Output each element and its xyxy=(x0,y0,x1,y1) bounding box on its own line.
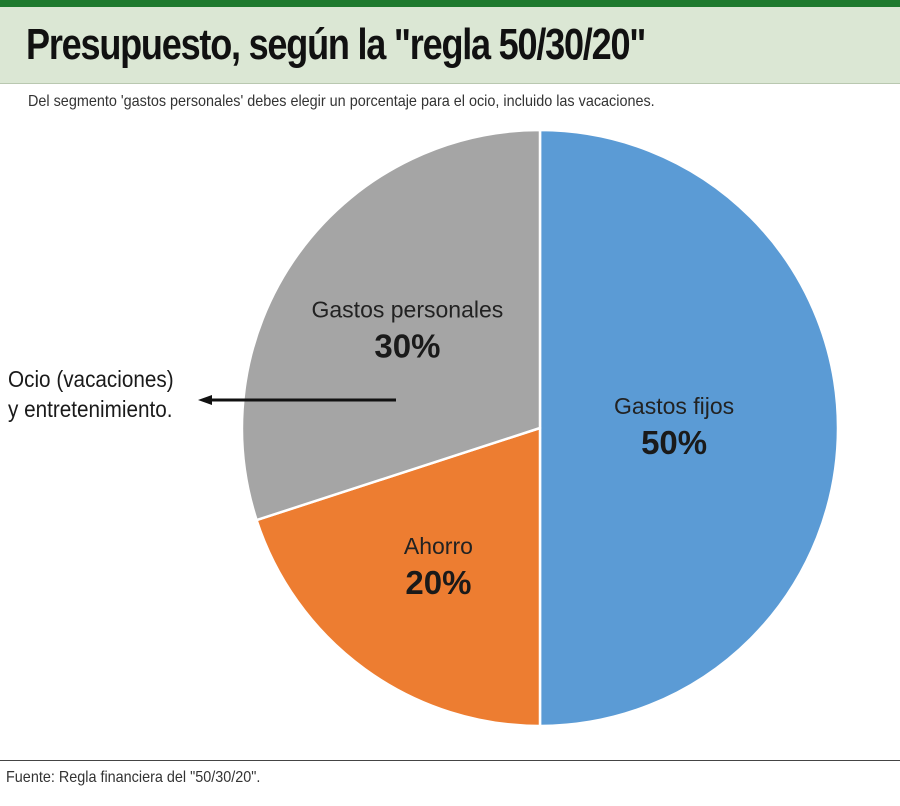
source-note: Fuente: Regla financiera del "50/30/20". xyxy=(6,769,261,786)
callout-arrow-head xyxy=(198,395,212,405)
chart-subtitle: Del segmento 'gastos personales' debes e… xyxy=(28,93,655,110)
callout-arrow xyxy=(198,395,396,405)
top-accent-bar xyxy=(0,0,900,7)
title-band: Presupuesto, según la "regla 50/30/20" xyxy=(0,7,900,84)
pie-labels: Gastos fijos 50% Ahorro 20% Gastos personale… xyxy=(312,297,735,601)
callout-line-1: Ocio (vacaciones) xyxy=(8,366,174,392)
pie-slices xyxy=(240,128,840,728)
pie-slice-ahorro xyxy=(255,426,542,728)
slice-name-label: Gastos fijos xyxy=(614,393,734,419)
callout-label: Ocio (vacaciones) y entretenimiento. xyxy=(8,364,174,424)
slice-value-label: 30% xyxy=(374,328,440,365)
footer-divider xyxy=(0,760,900,761)
pie-slice-gastos-fijos xyxy=(538,128,840,728)
slice-name-label: Ahorro xyxy=(404,533,473,559)
slice-value-label: 20% xyxy=(405,564,471,601)
slice-value-label: 50% xyxy=(641,424,707,461)
slice-name-label: Gastos personales xyxy=(312,297,504,323)
pie-slice-gastos-personales xyxy=(240,128,542,522)
chart-title: Presupuesto, según la "regla 50/30/20" xyxy=(26,20,646,69)
callout-line-2: y entretenimiento. xyxy=(8,396,173,422)
